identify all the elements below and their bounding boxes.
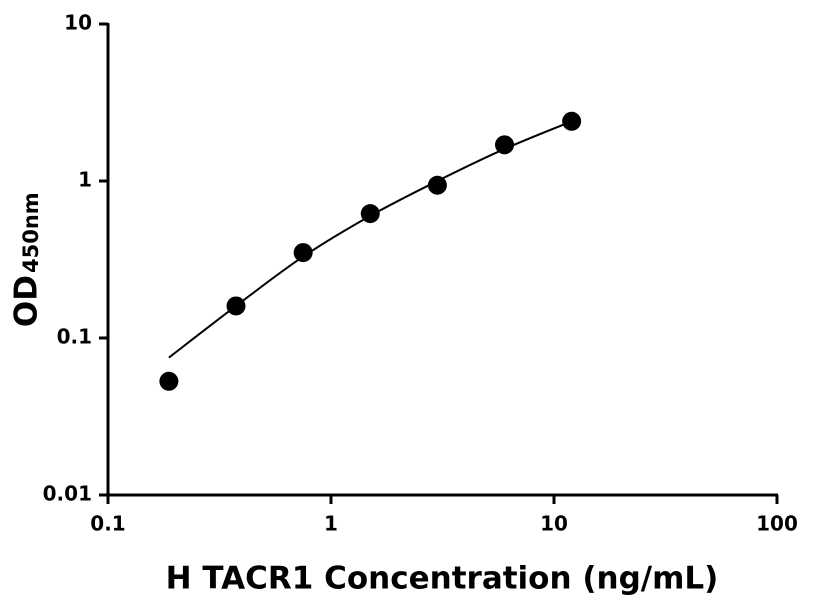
data-point [360,204,380,224]
x-tick-label: 1 [324,512,338,536]
x-tick-label: 100 [756,512,798,536]
y-tick-label: 0.1 [57,325,92,349]
y-axis-title-subscript: 450nm [19,192,43,273]
data-point [562,111,582,131]
data-point [159,371,179,391]
data-point [226,296,246,316]
data-point [427,175,447,195]
x-axis-title: H TACR1 Concentration (ng/mL) [166,561,719,597]
y-tick-label: 0.01 [43,482,92,506]
x-tick-label: 0.1 [90,512,125,536]
y-tick-label: 10 [64,11,92,35]
data-point [293,243,313,263]
data-point [495,135,515,155]
fit-curve [168,120,573,359]
y-axis-title: OD [9,275,45,327]
x-tick-label: 10 [540,512,568,536]
y-tick-label: 1 [78,168,92,192]
y-axis-title-group: OD 450nm [9,192,45,327]
